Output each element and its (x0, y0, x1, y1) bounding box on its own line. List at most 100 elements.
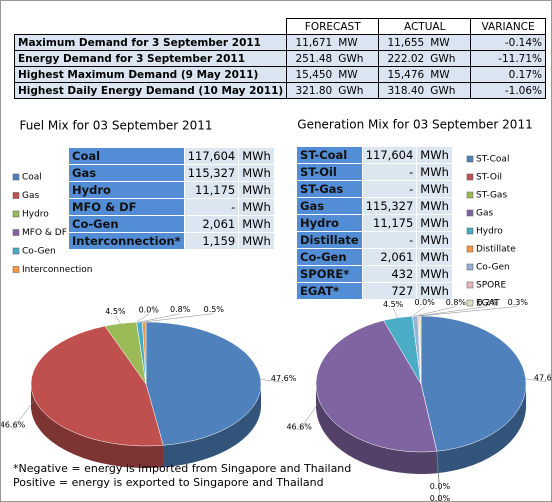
generation-table: ST-Coal 117,604 MWh ST-Oil - MWh ST-Gas - MWh Gas… (296, 146, 453, 300)
row: SPORE* 432 MWh (296, 265, 453, 283)
value: 117,604 (361, 146, 418, 164)
name: SPORE* (296, 265, 363, 283)
chart-title: Generation Mix for 03 September 2011 (297, 118, 532, 132)
leader-line (115, 315, 121, 324)
value: 15,450 (295, 68, 333, 81)
data-label: 0.0% (430, 494, 451, 501)
leader-line (136, 313, 149, 323)
value: 222.02 (387, 52, 425, 65)
data-label: 0.8% (170, 305, 191, 314)
name: ST-Oil (296, 163, 363, 181)
legend-label: ST-Coal (476, 155, 509, 165)
name: ST-Coal (296, 146, 363, 164)
unit: MWh (416, 248, 453, 266)
legend-label: Coal (22, 173, 42, 183)
data-label: 46.6% (286, 422, 312, 431)
legend-swatch (466, 173, 474, 181)
data-label: 47.6% (271, 374, 297, 383)
value: 11,175 (361, 214, 418, 232)
value: - (361, 231, 418, 249)
legend-label: Interconnection (22, 265, 93, 275)
row: ST-Oil - MWh (296, 163, 453, 181)
value: 115,327 (183, 164, 240, 182)
leader-line (12, 399, 35, 430)
slice (145, 321, 262, 446)
value: 1,159 (183, 232, 240, 250)
name: Co-Gen (68, 215, 185, 233)
unit: MWh (416, 282, 453, 300)
legend-label: Hydro (22, 210, 49, 220)
unit: MWh (238, 164, 275, 182)
unit: GWh (430, 52, 456, 65)
legend-label: Gas (476, 209, 493, 219)
cell: 318.40 GWh (378, 82, 472, 99)
value: 15,476 (387, 68, 425, 81)
legend-swatch (466, 263, 474, 271)
footnote: Positive = energy is exported to Singapo… (13, 476, 324, 489)
unit: MWh (238, 215, 275, 233)
unit: GWh (430, 84, 456, 97)
name: Hydro (296, 214, 363, 232)
legend-swatch (12, 266, 20, 273)
row-label: Energy Demand for 3 September 2011 (13, 50, 288, 67)
name: Coal (68, 147, 185, 165)
value: 11,671 (295, 36, 333, 49)
row-label: Maximum Demand for 3 September 2011 (13, 34, 288, 51)
unit: GWh (338, 52, 364, 65)
legend-swatch (466, 299, 474, 307)
leader-line (298, 401, 320, 431)
unit: MW (338, 36, 358, 49)
row: Highest Maximum Demand (9 May 2011) 15,45… (13, 66, 546, 83)
row: Coal 117,604 MWh (68, 147, 275, 165)
data-label: 47.6% (534, 373, 551, 382)
slice (420, 315, 527, 452)
unit: MW (338, 68, 358, 81)
legend-label: Distillate (476, 245, 516, 255)
footnote: *Negative = energy is imported from Sing… (13, 462, 352, 475)
data-label: 0.0% (139, 305, 160, 314)
row: Co-Gen 2,061 MWh (68, 215, 275, 233)
legend-label: MFO & DF (22, 228, 67, 238)
value: 432 (361, 265, 418, 283)
row: Energy Demand for 3 September 2011 251.48… (13, 50, 546, 67)
name: Hydro (68, 181, 185, 199)
legend-swatch (12, 210, 20, 218)
leader-line (419, 306, 518, 317)
row: Gas 115,327 MWh (68, 164, 275, 182)
unit: GWh (338, 84, 364, 97)
chart-title: Fuel Mix for 03 September 2011 (19, 119, 212, 133)
leader-line (418, 306, 488, 317)
row: Gas 115,327 MWh (296, 197, 453, 215)
row: EGAT* 727 MWh (296, 282, 453, 300)
row: Distillate - MWh (296, 231, 453, 249)
variance: -1.06% (470, 82, 546, 99)
legend-swatch (466, 245, 474, 253)
name: MFO & DF (68, 198, 185, 216)
legend-swatch (466, 281, 474, 289)
value: 321.80 (295, 84, 333, 97)
legend-label: Co-Gen (476, 263, 510, 273)
value: 251.48 (295, 52, 333, 65)
leader-line (436, 451, 441, 501)
name: Gas (68, 164, 185, 182)
legend-swatch (12, 247, 20, 255)
row: Hydro 11,175 MWh (68, 181, 275, 199)
unit: MW (430, 36, 450, 49)
leader-line (525, 378, 547, 383)
value: 318.40 (387, 84, 425, 97)
data-label: 0.8% (446, 298, 467, 307)
data-label: 0.0% (415, 298, 436, 307)
legend-label: Co-Gen (22, 247, 56, 257)
data-label: 0.2% (478, 298, 499, 307)
unit: MWh (416, 231, 453, 249)
row: Interconnection* 1,159 MWh (68, 232, 275, 250)
unit: MWh (238, 181, 275, 199)
name: Distillate (296, 231, 363, 249)
unit: MWh (416, 265, 453, 283)
legend-label: EGAT (476, 299, 500, 309)
variance: -0.14% (470, 34, 546, 51)
legend-label: SPORE (476, 281, 506, 291)
legend-swatch (12, 173, 20, 181)
value: - (361, 163, 418, 181)
